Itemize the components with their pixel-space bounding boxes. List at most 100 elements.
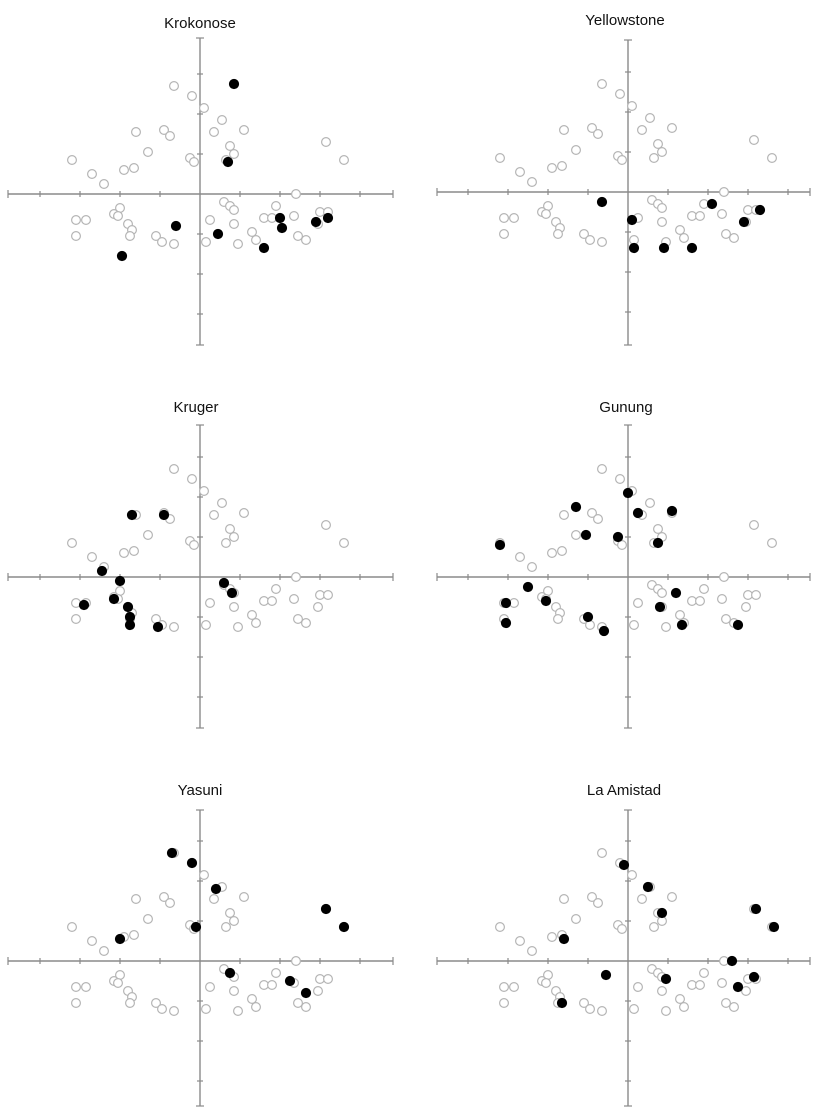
scatter-panel: Kruger [7,399,394,729]
filled-data-point [320,903,332,915]
open-data-point [251,235,262,246]
open-data-point [660,621,671,632]
open-data-point [698,967,709,978]
open-data-point [169,239,180,250]
open-data-point [718,187,729,198]
open-data-point [716,209,727,220]
open-data-point [495,153,506,164]
open-data-point [578,229,589,240]
open-data-point [247,609,258,620]
open-data-point [678,1001,689,1012]
open-data-point [293,613,304,624]
open-data-point [129,163,140,174]
open-data-point [201,1003,212,1014]
filled-data-point [126,509,138,521]
open-data-point [247,993,258,1004]
open-data-point [229,915,240,926]
open-data-point [187,474,198,485]
open-data-point [656,217,667,228]
filled-data-point [706,198,718,210]
filled-data-point [686,242,698,254]
open-data-point [70,613,81,624]
open-data-point [499,229,510,240]
open-data-point [740,601,751,612]
open-data-point [584,235,595,246]
open-data-point [616,539,627,550]
open-data-point [229,205,240,216]
filled-data-point [598,625,610,637]
open-data-point [556,545,567,556]
filled-data-point [190,921,202,933]
open-data-point [656,587,667,598]
filled-data-point [158,509,170,521]
open-data-point [596,464,607,475]
open-data-point [169,621,180,632]
open-data-point [718,571,729,582]
open-data-point [750,589,761,600]
open-data-point [546,163,557,174]
open-data-point [526,945,537,956]
open-data-point [124,231,135,242]
open-data-point [86,935,97,946]
open-data-point [626,869,637,880]
open-data-point [267,979,278,990]
open-data-point [66,537,77,548]
panel-title: Yellowstone [585,12,665,29]
open-data-point [209,893,220,904]
filled-data-point [78,599,90,611]
filled-data-point [676,619,688,631]
open-data-point [720,229,731,240]
open-data-point [656,985,667,996]
filled-data-point [612,531,624,543]
open-data-point [321,137,332,148]
open-data-point [321,519,332,530]
open-data-point [632,981,643,992]
open-data-point [509,213,520,224]
open-data-point [720,997,731,1008]
filled-data-point [750,903,762,915]
open-data-point [217,114,228,125]
open-data-point [666,891,677,902]
open-data-point [239,891,250,902]
open-data-point [546,547,557,558]
open-data-point [157,1003,168,1014]
open-data-point [514,167,525,178]
filled-data-point [152,621,164,633]
open-data-point [592,897,603,908]
filled-data-point [338,921,350,933]
open-data-point [291,955,302,966]
open-data-point [199,486,210,497]
open-data-point [66,155,77,166]
open-data-point [301,617,312,628]
open-data-point [313,985,324,996]
open-data-point [592,129,603,140]
open-data-point [80,215,91,226]
open-data-point [766,153,777,164]
open-data-point [499,997,510,1008]
filled-data-point [642,881,654,893]
open-data-point [291,189,302,200]
open-data-point [766,537,777,548]
open-data-point [740,985,751,996]
filled-data-point [626,214,638,226]
open-data-point [656,147,667,158]
open-data-point [118,165,129,176]
filled-data-point [116,250,128,262]
open-data-point [131,126,142,137]
open-data-point [70,997,81,1008]
filled-data-point [600,969,612,981]
open-data-point [199,102,210,113]
filled-data-point [274,212,286,224]
open-data-point [509,981,520,992]
filled-data-point [494,539,506,551]
open-data-point [674,993,685,1004]
filled-data-point [540,595,552,607]
open-data-point [229,985,240,996]
filled-data-point [218,577,230,589]
open-data-point [558,510,569,521]
open-data-point [70,215,81,226]
open-data-point [189,539,200,550]
open-data-point [233,1005,244,1016]
open-data-point [632,597,643,608]
filled-data-point [748,971,760,983]
